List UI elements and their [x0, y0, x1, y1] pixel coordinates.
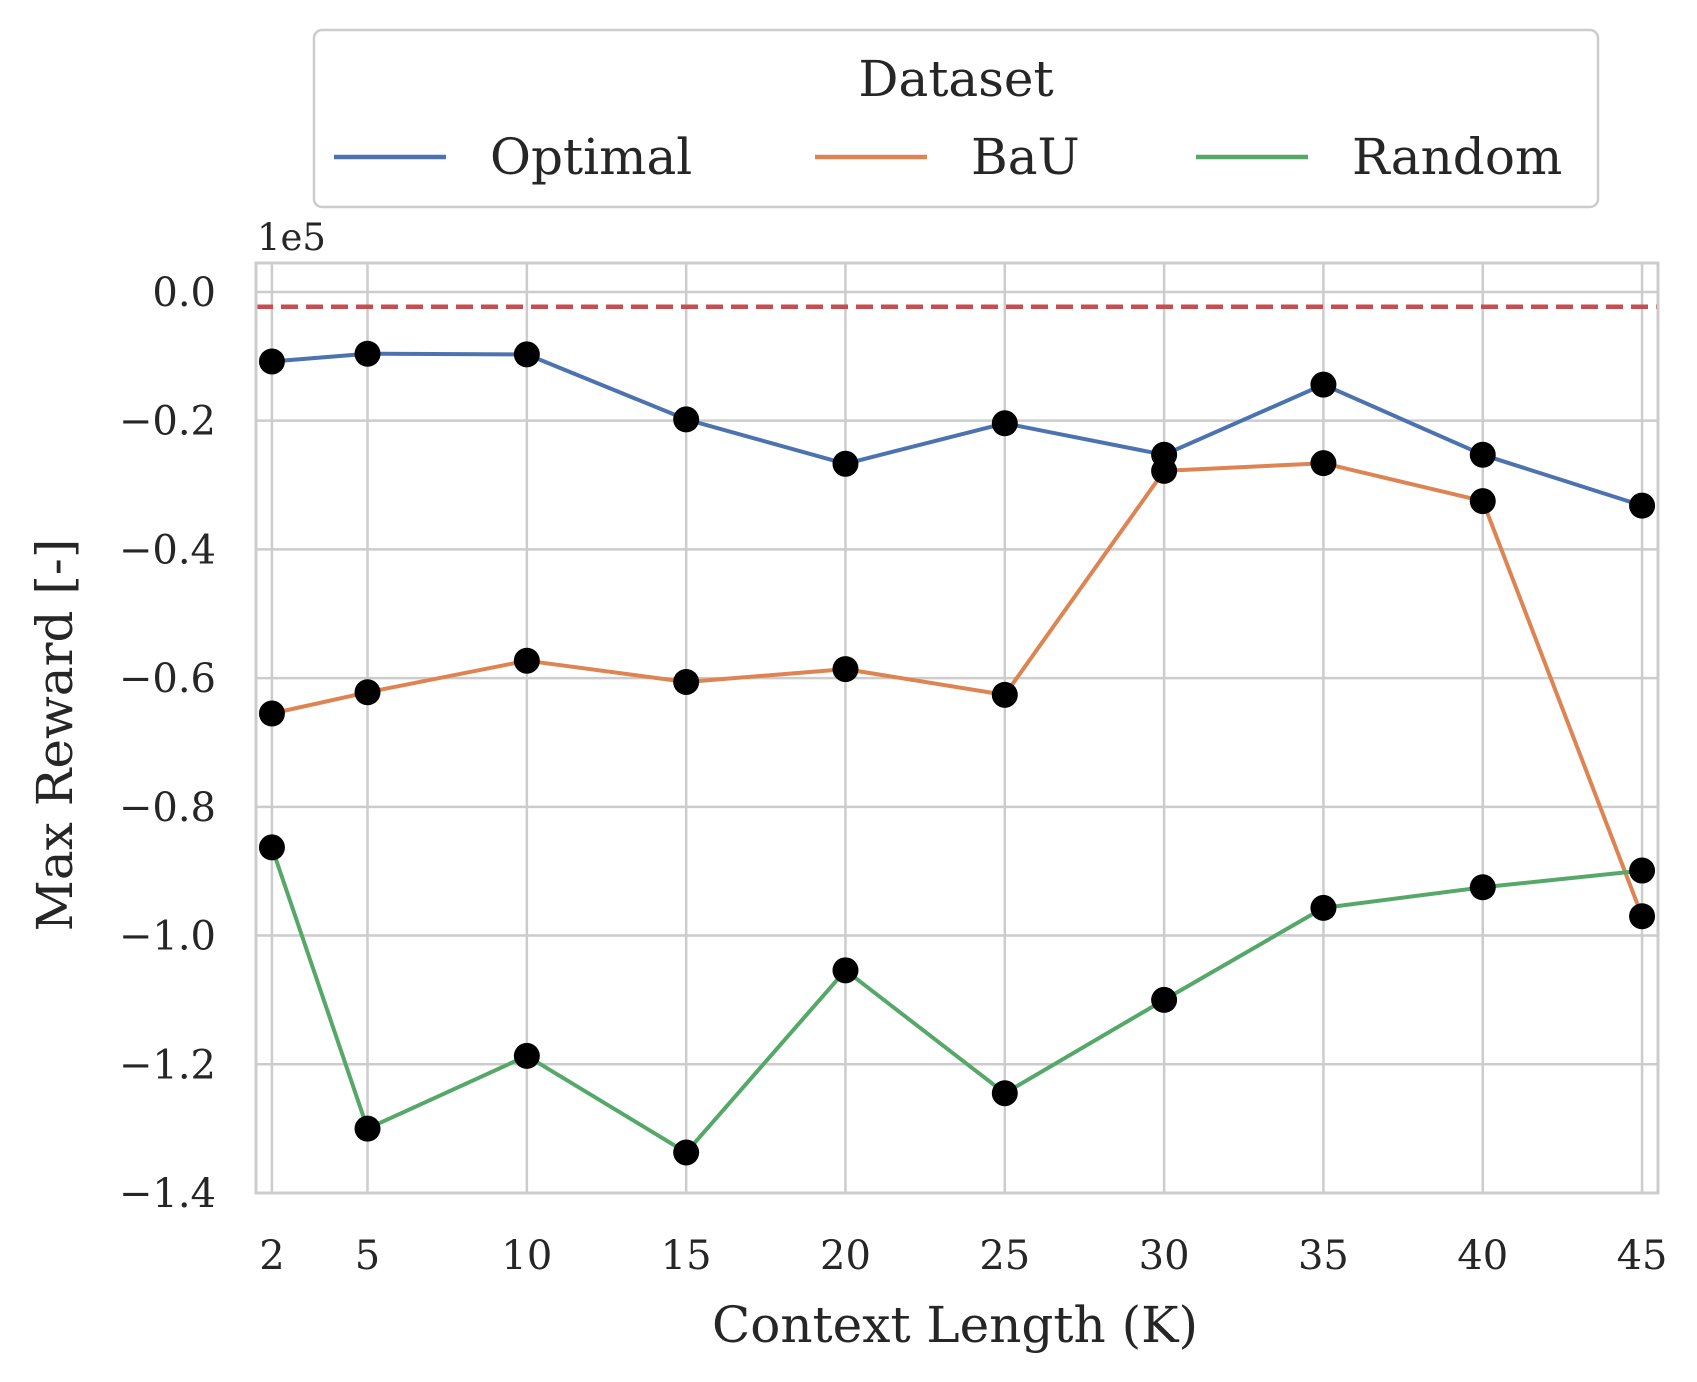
data-point-random [832, 957, 859, 984]
legend-frame [312, 28, 1600, 209]
data-point-optimal [1629, 492, 1656, 519]
data-point-random [673, 1139, 700, 1166]
data-point-bau [673, 668, 700, 695]
data-point-bau [832, 656, 859, 683]
data-point-random [513, 1042, 540, 1069]
data-point-bau [1151, 457, 1178, 484]
y-tick-label: −1.4 [119, 1171, 216, 1217]
y-tick-label: 0.0 [152, 270, 216, 316]
x-tick-labels: 2 5 10 15 20 25 30 35 40 45 [259, 1233, 1667, 1279]
y-tick-label: −0.4 [119, 527, 216, 573]
x-tick-label: 20 [820, 1233, 871, 1279]
y-offset-label: 1e5 [257, 216, 326, 259]
data-point-random [258, 834, 285, 861]
y-tick-label: −0.2 [119, 399, 216, 445]
x-tick-label: 30 [1139, 1233, 1190, 1279]
data-point-random [354, 1115, 381, 1142]
y-tick-label: −1.2 [119, 1042, 216, 1088]
legend-label-optimal: Optimal [490, 128, 692, 186]
y-tick-label: −0.8 [119, 785, 216, 831]
legend: Dataset Optimal BaU Random [312, 28, 1600, 209]
data-point-random [1629, 857, 1656, 884]
plot-frame [254, 261, 1660, 1195]
data-point-optimal [991, 410, 1018, 437]
data-point-bau [513, 647, 540, 674]
x-tick-label: 35 [1298, 1233, 1349, 1279]
y-axis-label: Max Reward [-] [26, 539, 84, 932]
data-point-optimal [1310, 371, 1337, 398]
legend-label-random: Random [1352, 128, 1562, 186]
data-point-optimal [258, 348, 285, 375]
y-tick-labels: 0.0 −0.2 −0.4 −0.6 −0.8 −1.0 −1.2 −1.4 [119, 270, 216, 1217]
data-point-random [1151, 986, 1178, 1013]
legend-label-bau: BaU [971, 128, 1080, 186]
y-tick-label: −0.6 [119, 656, 216, 702]
data-point-bau [991, 681, 1018, 708]
data-point-bau [1469, 488, 1496, 515]
data-point-optimal [673, 406, 700, 433]
y-tick-label: −1.0 [119, 914, 216, 960]
data-point-bau [1310, 450, 1337, 477]
legend-title: Dataset [858, 50, 1053, 108]
x-tick-label: 15 [661, 1233, 712, 1279]
series-line-random [270, 846, 1643, 1155]
data-point-random [1469, 874, 1496, 901]
data-point-bau [258, 700, 285, 727]
grid [256, 263, 1658, 1195]
series-layer [270, 351, 1644, 1155]
legend-items: Optimal BaU Random [334, 128, 1562, 186]
data-point-bau [354, 679, 381, 706]
x-axis-label: Context Length (K) [712, 1296, 1198, 1354]
x-tick-label: 5 [355, 1233, 380, 1279]
data-point-bau [1629, 903, 1656, 930]
data-point-optimal [1469, 441, 1496, 468]
series-line-bau [271, 461, 1644, 918]
x-tick-label: 10 [501, 1233, 552, 1279]
x-tick-label: 40 [1457, 1233, 1508, 1279]
marker-layer [258, 340, 1656, 1166]
x-tick-label: 2 [259, 1233, 284, 1279]
series-line-optimal [271, 351, 1643, 508]
data-point-optimal [354, 340, 381, 367]
data-point-optimal [513, 341, 540, 368]
data-point-optimal [832, 450, 859, 477]
x-tick-label: 45 [1617, 1233, 1668, 1279]
data-point-random [1310, 894, 1337, 921]
x-tick-label: 25 [979, 1233, 1030, 1279]
data-point-random [991, 1080, 1018, 1107]
